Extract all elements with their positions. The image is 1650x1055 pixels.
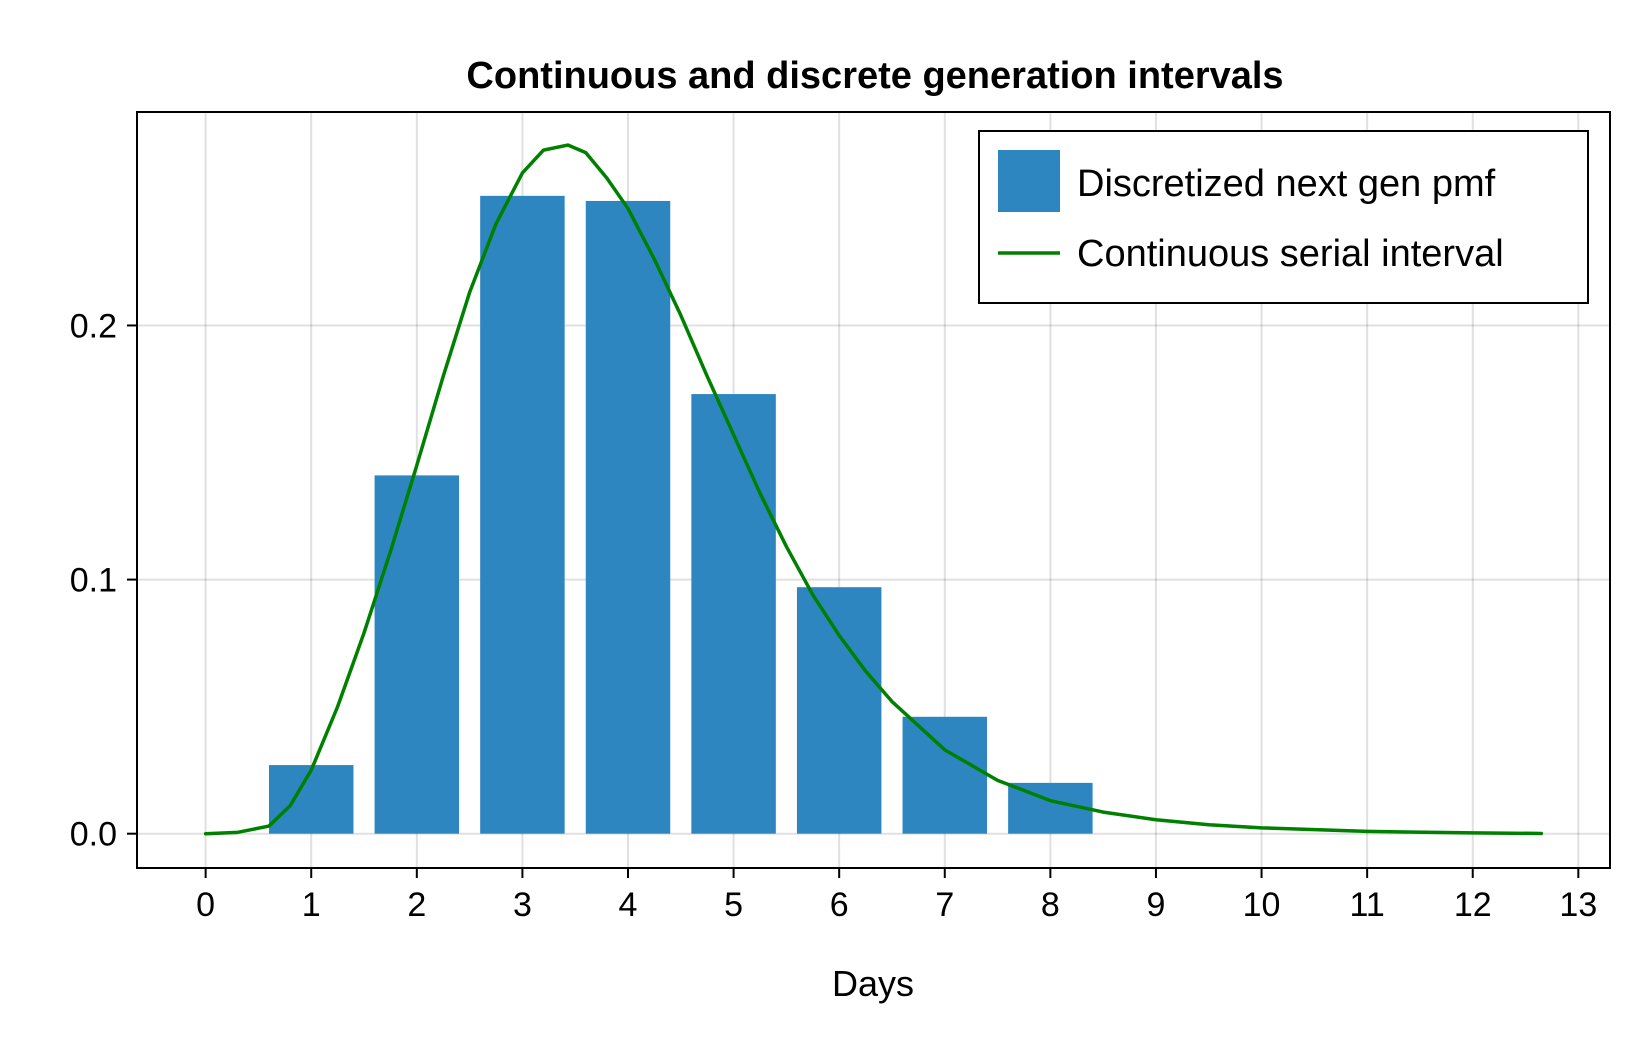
bar [796, 587, 882, 834]
y-tick-label: 0.1 [70, 562, 117, 600]
x-tick-label: 13 [1559, 886, 1597, 924]
x-tick-label: 3 [513, 886, 532, 924]
y-tick-label: 0.2 [70, 307, 117, 345]
y-axis: 0.0 0.1 0.2 [70, 307, 137, 854]
bar [902, 716, 988, 834]
bar [268, 765, 354, 834]
x-tick-label: 11 [1349, 886, 1384, 924]
legend: Discretized next gen pmf Continuous seri… [978, 130, 1589, 304]
y-tick-label: 0.0 [70, 816, 117, 854]
bar-series [268, 195, 1093, 834]
bar [691, 394, 776, 834]
x-axis: 0 1 2 3 4 5 6 7 8 9 10 11 12 13 [196, 868, 1597, 924]
bar [585, 200, 671, 834]
legend-bar-swatch [998, 150, 1060, 212]
plot-frame [136, 111, 1611, 869]
x-tick-label: 4 [619, 886, 638, 924]
x-tick-label: 10 [1243, 886, 1281, 924]
legend-label-line: Continuous serial interval [1077, 233, 1504, 275]
x-tick-label: 6 [830, 886, 849, 924]
x-tick-label: 2 [407, 886, 426, 924]
x-tick-label: 8 [1041, 886, 1060, 924]
legend-box [978, 130, 1589, 304]
x-tick-label: 9 [1146, 886, 1165, 924]
x-tick-label: 0 [196, 886, 215, 924]
bar [480, 195, 565, 834]
x-tick-label: 5 [724, 886, 743, 924]
chart-title: Continuous and discrete generation inter… [466, 55, 1283, 97]
serial-interval-line [203, 143, 1544, 836]
bar [374, 475, 460, 834]
x-tick-label: 1 [302, 886, 321, 924]
legend-label-bars: Discretized next gen pmf [1077, 163, 1496, 205]
x-axis-label: Days [832, 963, 914, 1004]
line-series [203, 143, 1544, 836]
x-tick-label: 7 [935, 886, 954, 924]
x-tick-label: 12 [1454, 886, 1492, 924]
